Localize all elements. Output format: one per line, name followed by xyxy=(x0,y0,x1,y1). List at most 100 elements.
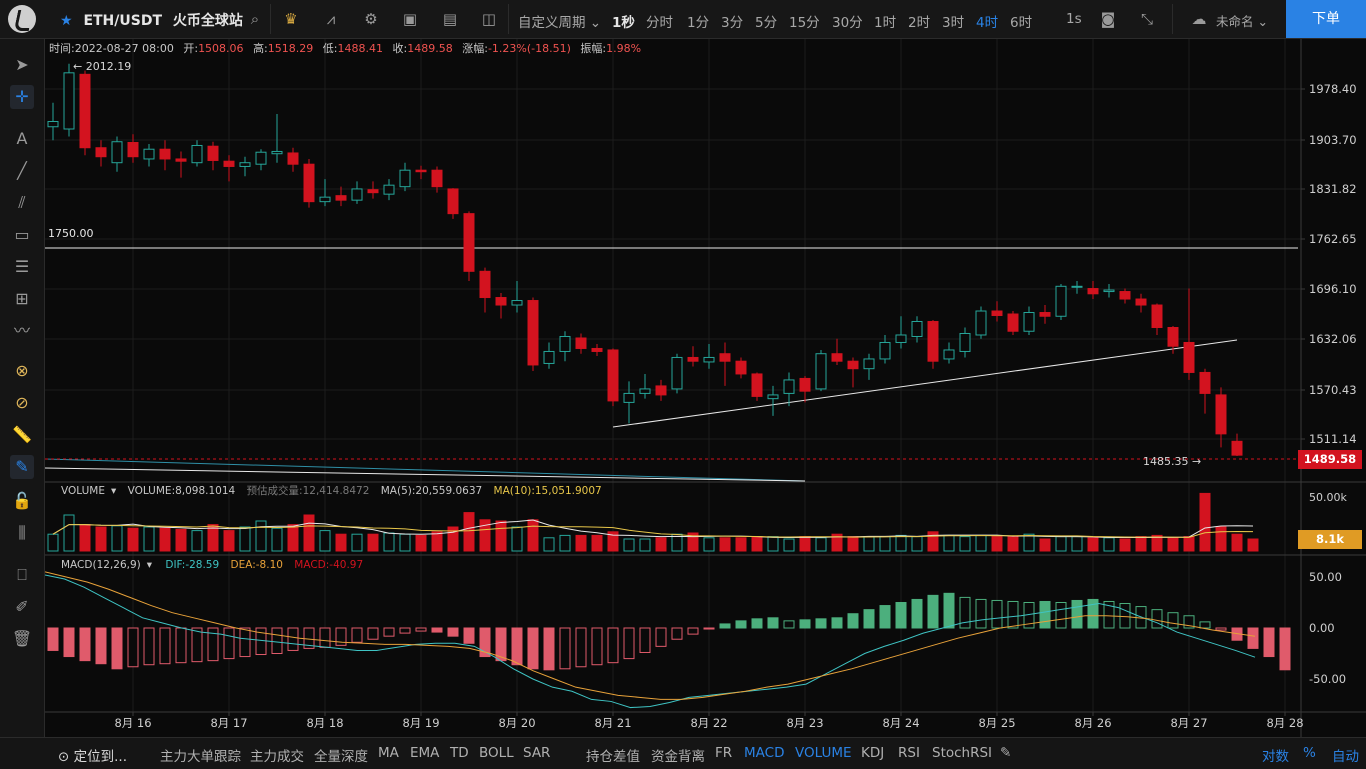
scale-option-0[interactable]: 对数 xyxy=(1262,749,1289,765)
indicator-tab-14[interactable]: RSI xyxy=(898,745,920,761)
candle-body xyxy=(127,141,139,158)
camera-icon[interactable]: ◙ xyxy=(1100,10,1116,28)
top-toolbar: ★ ETH/USDT 火币全球站 ⌕ ♛ ⩘ ⚙ ▣ ▤ ◫ 自定义周期 ⌄ 1秒… xyxy=(0,0,1366,39)
ruler-icon[interactable]: 📏 xyxy=(12,425,32,444)
volume-bar xyxy=(1183,536,1195,552)
layout-icon[interactable]: ◫ xyxy=(481,10,497,28)
indicator-tab-4[interactable]: EMA xyxy=(410,745,440,761)
edit-list-icon[interactable]: ✐ xyxy=(15,597,29,616)
period-10[interactable]: 3时 xyxy=(942,15,965,31)
indicator-tab-7[interactable]: SAR xyxy=(523,745,551,761)
indicator-tab-15[interactable]: StochRSI xyxy=(932,745,993,761)
trend-line-drawing[interactable] xyxy=(612,339,1238,428)
trend-line-cyan[interactable] xyxy=(45,458,806,482)
order-button[interactable]: 下单 xyxy=(1286,0,1366,38)
indicator-tab-2[interactable]: 全量深度 xyxy=(314,749,368,765)
indicator-chart-icon[interactable]: ⩘ xyxy=(326,10,336,28)
symbol-title[interactable]: ★ ETH/USDT 火币全球站 xyxy=(60,10,243,30)
app-logo-icon[interactable] xyxy=(8,5,36,33)
indicator-tab-8[interactable]: 持仓差值 xyxy=(586,749,640,765)
indicator-tab-5[interactable]: TD xyxy=(450,745,469,761)
indicator-tab-12[interactable]: VOLUME xyxy=(795,745,852,761)
grid-tool-icon[interactable]: ⊞ xyxy=(15,289,29,308)
lock-icon[interactable]: 🔓 xyxy=(12,491,32,510)
macd-bar xyxy=(1087,598,1099,629)
crown-icon[interactable]: ♛ xyxy=(284,10,298,28)
indicator-tab-13[interactable]: KDJ xyxy=(861,745,885,761)
account-dropdown[interactable]: 未命名 ⌄ xyxy=(1216,14,1268,29)
volume-bar xyxy=(1199,492,1211,552)
trend-line-white[interactable] xyxy=(45,467,806,482)
indicator-tab-0[interactable]: 主力大单跟踪 xyxy=(160,749,241,765)
text-tool-icon[interactable]: A xyxy=(16,129,28,148)
volume-axis-top: 50.00k xyxy=(1309,491,1347,504)
symbol-label: ETH/USDT xyxy=(83,13,163,29)
search-icon[interactable]: ⌕ xyxy=(250,10,260,28)
min-price-marker: 1485.35 → xyxy=(1143,455,1201,468)
macd-bar xyxy=(463,627,475,644)
period-9[interactable]: 2时 xyxy=(908,15,931,31)
draw-mode-icon[interactable]: ✎ xyxy=(10,455,34,479)
period-11[interactable]: 4时 xyxy=(976,15,999,31)
period-4[interactable]: 3分 xyxy=(721,15,744,31)
volume-bar xyxy=(1039,538,1051,552)
magnet-icon[interactable]: ⊗ xyxy=(15,361,29,380)
cursor-arrow-icon[interactable]: ➤ xyxy=(15,55,29,74)
volume-bars xyxy=(47,492,1259,552)
period-12[interactable]: 6时 xyxy=(1010,15,1033,31)
wave-tool-icon[interactable]: 〰 xyxy=(13,321,30,340)
macd-dif-line xyxy=(45,574,1256,709)
crosshair-icon[interactable]: ✛ xyxy=(10,85,34,109)
indicator-tab-1[interactable]: 主力成交 xyxy=(250,749,304,765)
indicator-tab-9[interactable]: 资金背离 xyxy=(651,749,705,765)
period-0[interactable]: 自定义周期 ⌄ xyxy=(518,15,602,31)
cloud-icon[interactable]: ☁ xyxy=(1191,10,1207,28)
gear-icon[interactable]: ⚙ xyxy=(364,10,378,28)
interval-1s[interactable]: 1s xyxy=(1066,11,1082,27)
candlestick-chart[interactable]: 时间:2022-08-27 08:00 开:1508.06 高:1518.29 … xyxy=(45,39,1366,737)
period-6[interactable]: 15分 xyxy=(789,15,820,31)
volume-bar xyxy=(255,520,267,552)
macd-bar xyxy=(159,627,171,665)
period-5[interactable]: 5分 xyxy=(755,15,778,31)
volume-bar xyxy=(895,534,907,552)
chart-type-icon[interactable]: ▣ xyxy=(402,10,418,28)
indicator-tab-3[interactable]: MA xyxy=(378,745,399,761)
magnet-strong-icon[interactable]: ⊘ xyxy=(15,393,29,412)
volume-bar xyxy=(367,533,379,552)
indicator-tab-10[interactable]: FR xyxy=(715,745,733,761)
period-1[interactable]: 1秒 xyxy=(612,15,635,31)
candle-body xyxy=(1151,304,1163,328)
indicator-tab-11[interactable]: MACD xyxy=(744,745,785,761)
period-2[interactable]: 分时 xyxy=(646,15,673,31)
volume-bar xyxy=(559,534,571,552)
macd-bar xyxy=(1247,627,1259,649)
period-3[interactable]: 1分 xyxy=(687,15,710,31)
volume-bar xyxy=(303,514,315,552)
edit-indicators-icon[interactable]: ✎ xyxy=(1000,745,1012,761)
rectangle-tool-icon[interactable]: ▭ xyxy=(14,225,30,244)
favorite-star-icon[interactable]: ★ xyxy=(60,13,73,29)
candle-body xyxy=(255,151,267,165)
period-8[interactable]: 1时 xyxy=(874,15,897,31)
period-7[interactable]: 30分 xyxy=(832,15,863,31)
candle-body xyxy=(351,188,363,201)
locate-button[interactable]: ⊙ 定位到... xyxy=(58,745,127,765)
macd-bar xyxy=(975,598,987,629)
indicator-tab-6[interactable]: BOLL xyxy=(479,745,514,761)
macd-bar xyxy=(623,627,635,660)
time-tick-label: 8月 21 xyxy=(594,716,631,730)
candle-body xyxy=(495,297,507,306)
trash-icon[interactable]: 🗑 xyxy=(11,629,33,648)
bookmark-icon[interactable]: ⎕ xyxy=(17,565,27,584)
template-icon[interactable]: ▤ xyxy=(442,10,458,28)
macd-bar xyxy=(1071,599,1083,629)
scale-option-2[interactable]: 自动 xyxy=(1332,749,1359,765)
fibonacci-tool-icon[interactable]: ☰ xyxy=(14,257,30,276)
collapse-icon[interactable]: ⤡ xyxy=(1140,10,1153,28)
channel-tool-icon[interactable]: ⫽ xyxy=(18,193,26,212)
candle-body xyxy=(239,162,251,167)
hide-drawings-icon[interactable]: ⫼ xyxy=(18,523,26,542)
scale-option-1[interactable]: % xyxy=(1303,745,1316,761)
trend-line-icon[interactable]: ╱ xyxy=(17,161,27,180)
